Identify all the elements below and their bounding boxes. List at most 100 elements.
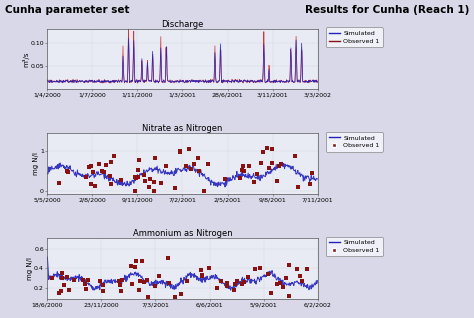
Point — [199, 274, 206, 279]
Point — [213, 285, 220, 290]
Point — [197, 267, 205, 272]
Point — [309, 170, 316, 176]
Point — [185, 147, 193, 152]
Point — [151, 283, 159, 288]
Point — [176, 149, 184, 154]
Point — [172, 185, 179, 190]
Point — [264, 145, 271, 150]
Point — [115, 278, 123, 283]
Point — [306, 182, 313, 187]
Point — [144, 278, 151, 283]
Point — [223, 283, 230, 288]
Point — [221, 176, 228, 181]
Point — [63, 275, 71, 280]
Point — [187, 166, 194, 171]
Point — [65, 287, 73, 293]
Point — [132, 175, 139, 180]
Point — [95, 161, 103, 166]
Point — [64, 169, 72, 174]
Point — [91, 183, 99, 189]
Point — [131, 264, 138, 269]
Point — [146, 176, 154, 181]
Point — [267, 290, 274, 295]
Point — [140, 173, 147, 178]
Point — [275, 163, 283, 168]
Point — [58, 270, 65, 275]
Point — [48, 276, 56, 281]
Point — [268, 147, 276, 152]
Point — [63, 169, 70, 174]
Point — [134, 175, 142, 180]
Point — [107, 160, 115, 165]
Point — [162, 163, 169, 168]
Point — [293, 267, 301, 272]
Point — [70, 277, 77, 282]
Point — [82, 174, 90, 179]
Point — [84, 278, 91, 283]
Point — [250, 179, 258, 184]
Point — [171, 294, 179, 299]
Point — [87, 163, 94, 169]
Point — [236, 175, 244, 180]
Point — [165, 280, 173, 285]
Point — [98, 169, 106, 174]
Point — [132, 176, 140, 181]
Point — [142, 179, 149, 184]
Legend: Simulated, Observed 1: Simulated, Observed 1 — [326, 132, 383, 152]
Point — [55, 180, 63, 185]
Point — [90, 169, 97, 175]
Point — [291, 153, 299, 158]
Point — [138, 258, 146, 263]
Point — [128, 282, 136, 287]
Point — [79, 277, 87, 282]
Point — [100, 169, 107, 175]
Point — [294, 184, 301, 189]
Point — [238, 282, 246, 287]
Point — [55, 290, 63, 295]
Point — [176, 149, 183, 155]
Point — [96, 279, 104, 284]
Legend: Simulated, Observed 1: Simulated, Observed 1 — [326, 237, 383, 256]
Point — [140, 280, 147, 285]
Point — [303, 266, 311, 272]
Point — [240, 169, 248, 174]
Point — [196, 169, 203, 174]
Point — [285, 262, 293, 267]
Point — [252, 266, 259, 272]
Point — [273, 179, 281, 184]
Point — [233, 279, 241, 284]
Point — [99, 283, 107, 288]
Point — [253, 171, 260, 176]
Point — [280, 285, 287, 290]
Point — [217, 278, 224, 283]
Point — [240, 280, 248, 285]
Point — [177, 292, 185, 297]
Point — [132, 258, 140, 263]
Point — [183, 279, 191, 284]
Point — [264, 271, 272, 276]
Point — [230, 288, 237, 293]
Point — [224, 281, 231, 286]
Y-axis label: m³/s: m³/s — [22, 51, 29, 67]
Point — [135, 157, 143, 162]
Point — [256, 266, 264, 271]
Point — [277, 162, 285, 167]
Point — [164, 255, 172, 260]
Point — [117, 288, 125, 293]
Point — [110, 154, 118, 159]
Point — [100, 288, 107, 293]
Point — [195, 156, 202, 161]
Title: Nitrate as Nitrogen: Nitrate as Nitrogen — [142, 124, 223, 133]
Title: Ammonium as Nitrogen: Ammonium as Nitrogen — [133, 229, 232, 238]
Point — [157, 180, 164, 185]
Point — [204, 161, 211, 166]
Point — [85, 164, 92, 169]
Text: Cunha parameter set: Cunha parameter set — [5, 5, 129, 15]
Text: Results for Cunha (Reach 1): Results for Cunha (Reach 1) — [305, 5, 469, 15]
Point — [268, 161, 275, 166]
Point — [150, 189, 157, 194]
Y-axis label: mg N/l: mg N/l — [33, 152, 39, 175]
Point — [155, 273, 163, 278]
Point — [239, 164, 247, 169]
Point — [136, 287, 143, 293]
